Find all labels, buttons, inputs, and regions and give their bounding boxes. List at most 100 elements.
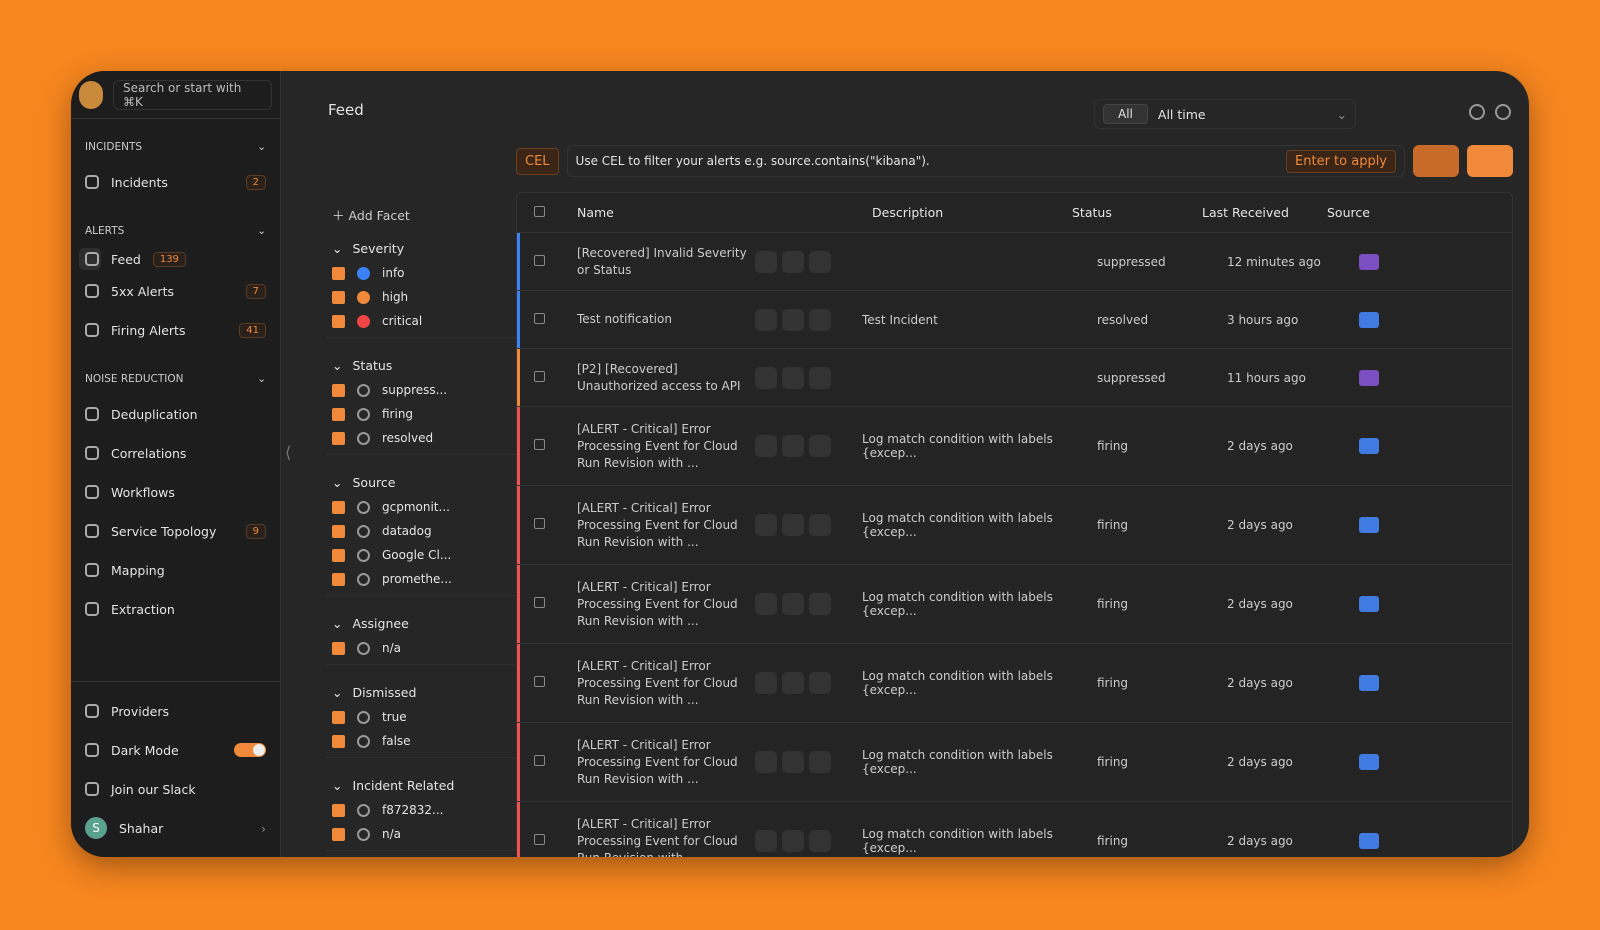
- nav-item[interactable]: Deduplication: [79, 396, 272, 432]
- row-action[interactable]: [809, 751, 831, 773]
- alert-row[interactable]: [Recovered] Invalid Severity or Status su…: [517, 233, 1512, 291]
- row-action[interactable]: [755, 366, 777, 389]
- row-action[interactable]: [809, 514, 831, 536]
- row-action[interactable]: [782, 308, 804, 331]
- nav-item[interactable]: Mapping: [79, 552, 272, 588]
- footer-item[interactable]: Providers: [79, 693, 272, 729]
- row-action[interactable]: [755, 435, 777, 457]
- facet-header[interactable]: ⌄ Source: [326, 469, 566, 495]
- search[interactable]: Search or start with ⌘K: [113, 79, 272, 110]
- checkbox[interactable]: [332, 266, 345, 280]
- checkbox[interactable]: [332, 827, 345, 841]
- cel-hint[interactable]: Enter to apply: [1286, 149, 1396, 173]
- header-cell[interactable]: Status: [1072, 205, 1227, 220]
- theme[interactable]: [1495, 104, 1511, 120]
- row-action[interactable]: [755, 250, 777, 273]
- row-checkbox[interactable]: [534, 518, 545, 529]
- nav-item[interactable]: Feed 139: [79, 248, 186, 270]
- checkbox[interactable]: [332, 803, 345, 817]
- alert-row[interactable]: [ALERT - Critical] Error Processing Even…: [517, 802, 1512, 857]
- select-all[interactable]: [534, 206, 545, 217]
- header-cell[interactable]: Source: [1327, 205, 1472, 220]
- alert-row[interactable]: [ALERT - Critical] Error Processing Even…: [517, 486, 1512, 565]
- row-action[interactable]: [755, 672, 777, 694]
- checkbox[interactable]: [332, 710, 345, 724]
- add-facet[interactable]: ＋ Add Facet: [332, 208, 410, 223]
- save-button[interactable]: [1413, 145, 1459, 177]
- row-action[interactable]: [755, 593, 777, 615]
- checkbox[interactable]: [332, 431, 345, 445]
- alert-row[interactable]: [ALERT - Critical] Error Processing Even…: [517, 565, 1512, 644]
- nav-item[interactable]: Workflows: [79, 474, 272, 510]
- checkbox[interactable]: [332, 407, 345, 421]
- header-cell[interactable]: Description: [822, 205, 1097, 220]
- header-cell[interactable]: Last Received: [1202, 205, 1352, 220]
- row-action[interactable]: [755, 751, 777, 773]
- checkbox[interactable]: [332, 500, 345, 514]
- time-filter[interactable]: All All time ⌄: [1094, 99, 1356, 129]
- facet-header[interactable]: ⌄ Status: [326, 352, 566, 378]
- row-checkbox[interactable]: [534, 370, 545, 382]
- row-action[interactable]: [755, 514, 777, 536]
- row-action[interactable]: [782, 751, 804, 773]
- checkbox[interactable]: [332, 383, 345, 397]
- row-action[interactable]: [809, 593, 831, 615]
- nav-item[interactable]: Correlations: [79, 435, 272, 471]
- row-action[interactable]: [809, 366, 831, 389]
- alert-row[interactable]: [ALERT - Critical] Error Processing Even…: [517, 407, 1512, 486]
- facet-header[interactable]: ⌄ Severity: [326, 235, 566, 261]
- nav-item[interactable]: Firing Alerts 41: [79, 312, 272, 348]
- row-checkbox[interactable]: [534, 439, 545, 450]
- nav-item[interactable]: Service Topology 9: [79, 513, 272, 549]
- alert-row[interactable]: [P2] [Recovered] Unauthorized access to …: [517, 349, 1512, 407]
- settings[interactable]: [1469, 104, 1485, 120]
- row-checkbox[interactable]: [534, 834, 545, 845]
- section-header[interactable]: NOISE REDUCTION ⌄: [79, 351, 272, 393]
- nav-item[interactable]: Extraction: [79, 591, 272, 627]
- checkbox[interactable]: [332, 641, 345, 655]
- export-button[interactable]: [1467, 145, 1513, 177]
- row-checkbox[interactable]: [534, 676, 545, 687]
- header-cell[interactable]: Name: [562, 205, 847, 220]
- row-checkbox[interactable]: [534, 312, 545, 324]
- checkbox[interactable]: [332, 290, 345, 304]
- alert-row[interactable]: [ALERT - Critical] Error Processing Even…: [517, 723, 1512, 802]
- cel-input[interactable]: Use CEL to filter your alerts e.g. sourc…: [566, 145, 1405, 177]
- dark-toggle[interactable]: [234, 743, 266, 757]
- row-action[interactable]: [782, 366, 804, 389]
- user[interactable]: S Shahar ›: [79, 810, 272, 846]
- section-header[interactable]: ALERTS ⌄: [79, 203, 272, 245]
- row-action[interactable]: [755, 830, 777, 852]
- facet-header[interactable]: ⌄ Dismissed: [326, 679, 566, 705]
- row-action[interactable]: [782, 250, 804, 273]
- row-action[interactable]: [809, 308, 831, 331]
- row-action[interactable]: [809, 672, 831, 694]
- collapse-handle[interactable]: ⟨: [285, 443, 292, 462]
- facet-header[interactable]: ⌄ Assignee: [326, 610, 566, 636]
- alert-row[interactable]: Test notification Test Incident resolved 3 …: [517, 291, 1512, 349]
- checkbox[interactable]: [332, 572, 345, 586]
- facet-header[interactable]: ⌄ Incident Related: [326, 772, 566, 798]
- row-action[interactable]: [782, 593, 804, 615]
- checkbox[interactable]: [332, 734, 345, 748]
- facet-option[interactable]: high3: [326, 285, 566, 309]
- row-action[interactable]: [782, 514, 804, 536]
- row-checkbox[interactable]: [534, 755, 545, 766]
- row-action[interactable]: [782, 830, 804, 852]
- row-action[interactable]: [782, 672, 804, 694]
- row-checkbox[interactable]: [534, 254, 545, 266]
- nav-item[interactable]: 5xx Alerts 7: [79, 273, 272, 309]
- footer-item[interactable]: Join our Slack: [79, 771, 272, 807]
- alert-row[interactable]: [ALERT - Critical] Error Processing Even…: [517, 644, 1512, 723]
- footer-item[interactable]: Dark Mode: [79, 732, 272, 768]
- row-action[interactable]: [809, 250, 831, 273]
- row-action[interactable]: [755, 308, 777, 331]
- row-action[interactable]: [782, 435, 804, 457]
- checkbox[interactable]: [332, 548, 345, 562]
- row-checkbox[interactable]: [534, 597, 545, 608]
- row-action[interactable]: [809, 830, 831, 852]
- checkbox[interactable]: [332, 524, 345, 538]
- section-header[interactable]: INCIDENTS ⌄: [79, 119, 272, 161]
- checkbox[interactable]: [332, 314, 345, 328]
- row-action[interactable]: [809, 435, 831, 457]
